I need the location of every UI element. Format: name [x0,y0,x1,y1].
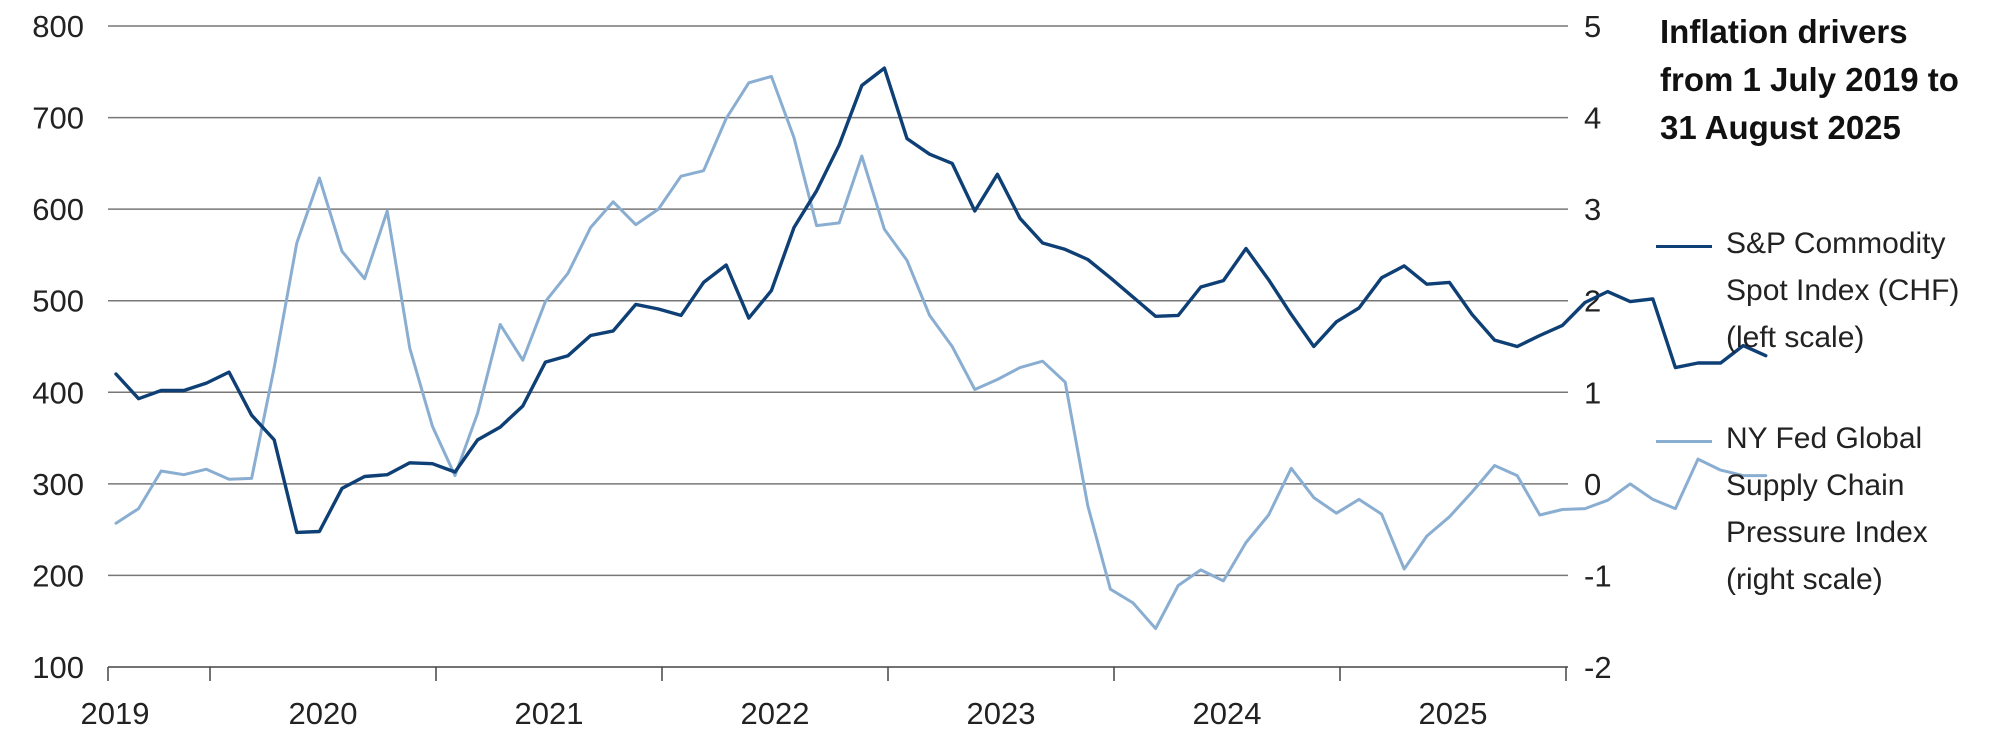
right-tick-label: 0 [1584,467,1601,502]
gridlines [108,25,1568,577]
legend-swatch-commodity [1656,245,1712,248]
left-tick-label: 600 [32,192,84,227]
left-tick-label: 500 [32,284,84,319]
left-tick-label: 400 [32,375,84,410]
right-axis-ticks: -2 -1 0 1 2 3 4 5 [1584,9,1612,685]
left-tick-label: 700 [32,101,84,136]
x-tick-label: 2025 [1419,696,1488,731]
series-line-supply-chain-index [114,74,1768,630]
left-tick-label: 300 [32,467,84,502]
x-axis: 2019 2020 2021 2022 2023 2024 2025 [81,666,1568,731]
left-tick-label: 200 [32,558,84,593]
left-tick-label: 800 [32,9,84,44]
x-tick-label: 2021 [515,696,584,731]
x-tick-label: 2019 [81,696,150,731]
legend-item-commodity-index: S&P Commodity Spot Index (CHF) (left sca… [1656,220,1996,361]
legend-label-supply-chain: NY Fed Global Supply Chain Pressure Inde… [1726,415,1928,603]
legend-line: NY Fed Global [1726,422,1923,455]
right-tick-label: 2 [1584,284,1601,319]
left-axis-ticks: 100 200 300 400 500 600 700 800 [32,9,84,685]
legend-line: Supply Chain [1726,469,1905,502]
x-tick-label: 2020 [289,696,358,731]
right-tick-label: 3 [1584,192,1601,227]
series-line-commodity-index [114,66,1768,535]
x-tick-label: 2023 [967,696,1036,731]
right-tick-label: 5 [1584,9,1601,44]
legend-item-supply-chain-index: NY Fed Global Supply Chain Pressure Inde… [1656,415,1996,603]
legend-label-commodity: S&P Commodity Spot Index (CHF) (left sca… [1726,220,1959,361]
legend-line: Pressure Index [1726,516,1928,549]
legend-line: (right scale) [1726,563,1883,596]
chart-title: Inflation drivers from 1 July 2019 to 31… [1660,13,1959,146]
legend-line: S&P Commodity [1726,227,1946,260]
left-tick-label: 100 [32,650,84,685]
legend-line: (left scale) [1726,321,1865,354]
right-tick-label: -2 [1584,650,1612,685]
right-tick-label: 1 [1584,375,1601,410]
right-tick-label: -1 [1584,558,1612,593]
right-tick-label: 4 [1584,101,1601,136]
x-tick-label: 2022 [741,696,810,731]
x-tick-label: 2024 [1193,696,1262,731]
series-lines [114,66,1768,630]
legend-swatch-supply-chain [1656,440,1712,443]
legend-line: Spot Index (CHF) [1726,274,1960,307]
